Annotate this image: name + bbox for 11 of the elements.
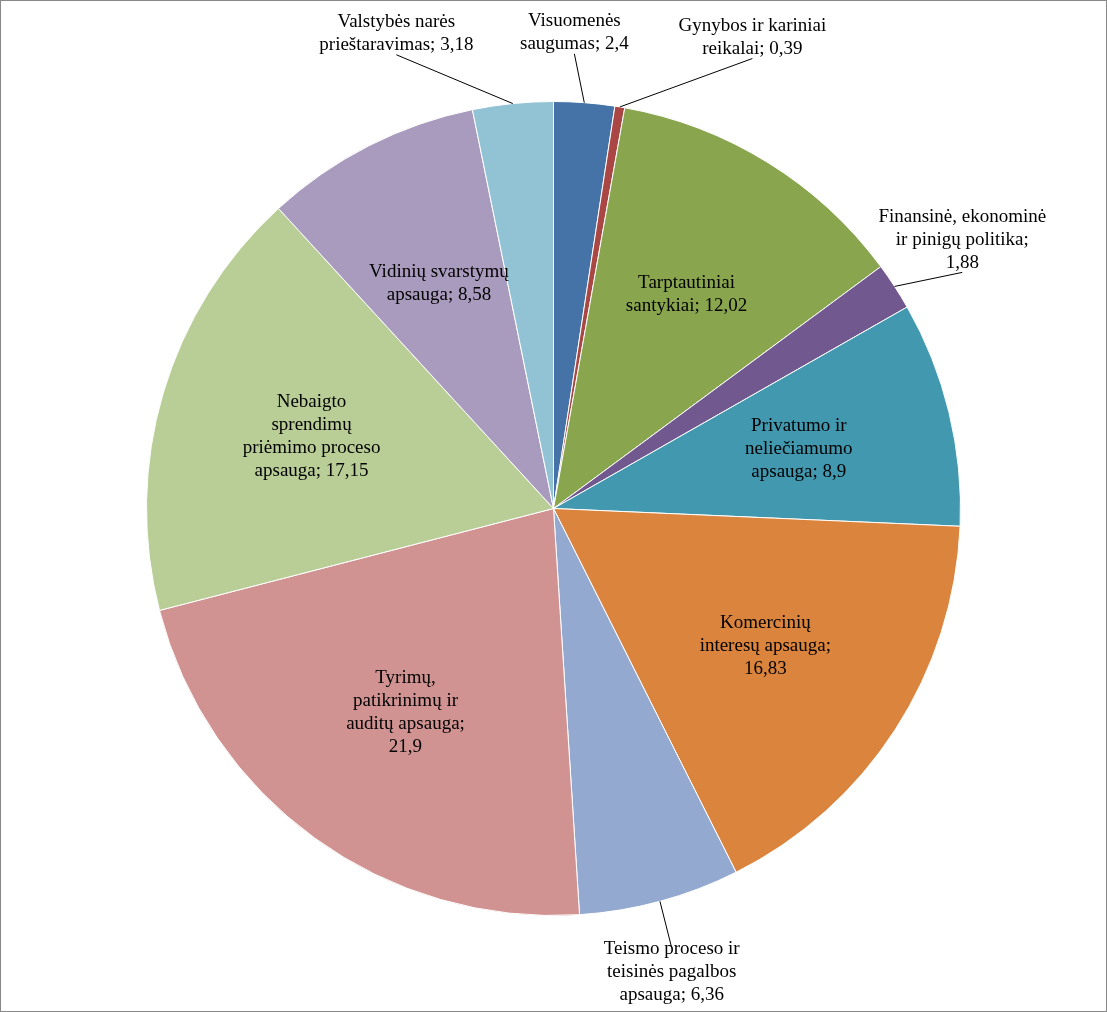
slice-label: Tarptautiniai santykiai; 12,02 bbox=[625, 270, 748, 315]
slice-label: Teismo proceso ir teisinės pagalbos apsauga; 6,36 bbox=[603, 937, 741, 1005]
slice-label: Komercinių interesų apsauga; 16,83 bbox=[699, 610, 831, 678]
slice-label: Visuomenės saugumas; 2,4 bbox=[520, 9, 630, 54]
slice-label: Valstybės narės prieštaravimas; 3,18 bbox=[319, 10, 474, 55]
slice-label: Finansinė, ekonominė ir pinigų politika; 1,88 bbox=[878, 204, 1047, 272]
slice-label: Privatumo ir neliečiamumo apsauga; 8,9 bbox=[744, 414, 853, 482]
slice-label: Tyrimų, patikrinimų ir auditų apsauga; 21,9 bbox=[346, 666, 465, 757]
slice-label: Nebaigto sprendimų priėmimo proceso apsauga; 17,15 bbox=[242, 390, 381, 481]
slice-label: Vidinių svarstymų apsauga; 8,58 bbox=[369, 260, 510, 305]
slice-label: Gynybos ir kariniai reikalai; 0,39 bbox=[678, 14, 827, 59]
